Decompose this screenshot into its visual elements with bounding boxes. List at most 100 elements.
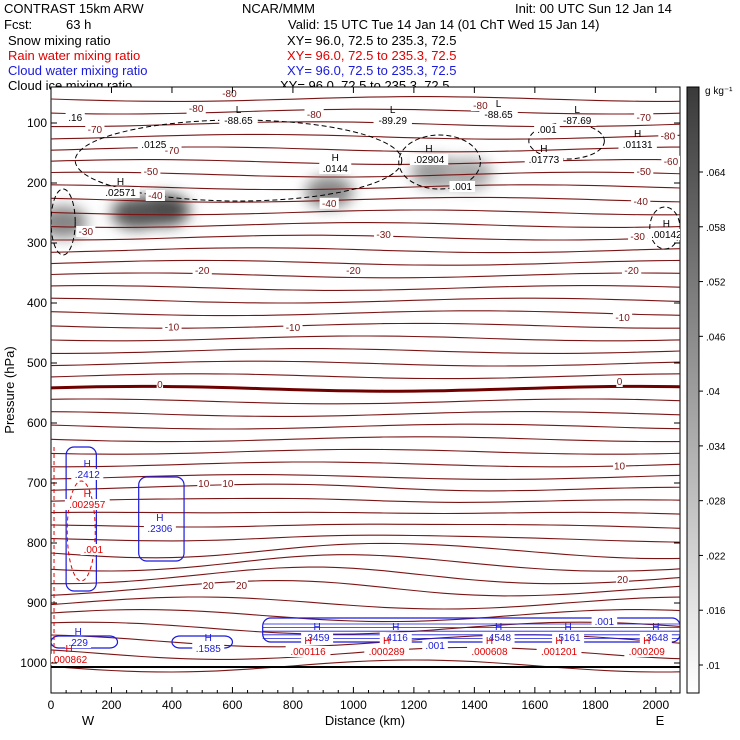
rain-label-bg: [536, 646, 582, 657]
temperature-label: 10: [198, 479, 210, 490]
x-tick-label: 1800: [582, 698, 609, 712]
isotherm-line: [51, 159, 680, 165]
temperature-label-bg: [221, 478, 235, 489]
cloud-water-contour: [262, 617, 680, 643]
cloud-ice-extremum-mark: L: [496, 99, 502, 110]
rain-label: .001: [84, 545, 104, 556]
cloud-water-label-bg: [552, 632, 585, 644]
temperature-label-bg: [374, 229, 394, 240]
y-tick-label: 400: [27, 296, 47, 310]
rain-label: .000209: [629, 647, 666, 658]
rain-extremum-mark: H: [304, 636, 311, 647]
temperature-label-bg: [162, 145, 182, 156]
field-cloud-water-xy: XY= 96.0, 72.5 to 235.3, 72.5: [287, 63, 457, 78]
cloud-water-extremum-mark: H: [652, 622, 659, 633]
cloud-ice-label-bg: [479, 109, 518, 120]
colorbar-tick-label: .028: [706, 497, 726, 508]
temperature-label: -80: [473, 101, 488, 112]
cloud-ice-extremum-mark: H: [540, 144, 547, 155]
cloud-ice-label-bg: [557, 115, 597, 126]
isotherm-line: [51, 222, 680, 228]
rain-label-bg: [64, 499, 110, 510]
isotherm-line: [51, 534, 680, 543]
snow-label-bg: [101, 187, 140, 198]
isotherm-line: [51, 96, 680, 102]
cloud-ice-label: .00142: [651, 230, 682, 241]
temperature-label-bg: [616, 376, 623, 387]
cloud-ice-label-bg: [65, 112, 85, 123]
temperature-label-bg: [186, 103, 206, 114]
cloud-ice-extremum-mark: H: [634, 129, 641, 140]
cloud-ice-extremum-mark: L: [574, 105, 580, 116]
cloud-ice-extremum-mark: H: [332, 153, 339, 164]
rain-extremum-mark: H: [555, 636, 562, 647]
temperature-label: -10: [165, 322, 180, 333]
cloud-ice-extremum-mark: L: [236, 105, 242, 116]
field-cloud-water-name: Cloud water mixing ratio: [8, 63, 147, 78]
isotherm-line: [51, 322, 680, 329]
cloud-ice-contour: [649, 206, 680, 250]
colorbar-tick-label: .04: [706, 387, 720, 398]
cloud-ice-label: .001: [453, 182, 473, 193]
temperature-label: -20: [624, 266, 639, 277]
isotherm-line: [51, 360, 680, 367]
isotherm-line: [51, 348, 680, 354]
field-rain-xy: XY= 96.0, 72.5 to 235.3, 72.5: [287, 48, 457, 63]
temperature-label: -70: [636, 113, 651, 124]
isotherm-line: [51, 423, 680, 430]
cloud-ice-contour: [51, 188, 76, 256]
cloud-ice-label-bg: [219, 115, 258, 126]
isotherm-line: [51, 184, 680, 191]
x-tick-label: 1000: [340, 698, 367, 712]
temperature-label-bg: [612, 311, 633, 323]
cloud-ice-label-bg: [647, 229, 680, 240]
isotherm-line: [51, 554, 680, 572]
isotherm-line: [51, 511, 680, 515]
cloud-water-label-bg: [639, 632, 672, 644]
temperature-label-bg: [613, 460, 626, 472]
y-tick-label: 200: [27, 176, 47, 190]
cloud-water-label: .2306: [147, 524, 172, 535]
model-title: CONTRAST 15km ARW: [4, 1, 144, 16]
isotherm-line: [51, 461, 680, 468]
temperature-label-bg: [470, 100, 491, 111]
cloud-water-label: .3459: [305, 633, 330, 644]
snow-shading: [51, 156, 493, 238]
cloud-ice-label: .001: [537, 125, 557, 136]
cloud-ice-label: -89.29: [379, 116, 408, 127]
cloud-ice-contour: [398, 134, 481, 190]
rain-label: .000608: [471, 647, 508, 658]
rain-label-bg: [51, 653, 92, 665]
temperature-label-bg: [85, 124, 105, 135]
cloud-water-label: .001: [425, 641, 445, 652]
cloud-water-label-bg: [65, 637, 92, 648]
field-snow-xy: XY= 96.0, 72.5 to 235.3, 72.5: [287, 33, 457, 48]
cloud-water-label: .001: [595, 617, 615, 628]
isotherm-line: [51, 436, 680, 443]
snow-label: .02571: [105, 188, 136, 199]
temperature-label: -30: [630, 232, 645, 243]
isotherm-line: [51, 247, 680, 254]
cloud-water-extremum-mark: H: [313, 622, 320, 633]
y-tick-label: 600: [27, 416, 47, 430]
cloud-water-label: .2412: [75, 470, 100, 481]
temperature-label: 20: [203, 581, 215, 592]
temperature-label: 10: [614, 462, 626, 473]
cloud-ice-extremum-mark: H: [663, 219, 670, 230]
cloud-water-label: .4116: [384, 633, 409, 644]
cloud-water-label-bg: [192, 643, 225, 654]
rain-extremum-mark: H: [383, 636, 390, 647]
cloud-water-label-bg: [301, 632, 334, 644]
temperature-label-bg: [661, 155, 680, 167]
cloud-water-label-bg: [591, 616, 618, 627]
temperature-label: 0: [617, 377, 623, 388]
rain-extremum-mark: H: [66, 644, 73, 655]
cloud-water-contour: [65, 446, 97, 592]
temperature-label-bg: [192, 265, 212, 276]
colorbar-tick-label: .046: [706, 332, 726, 343]
rain-label-bg: [467, 646, 512, 657]
rain-contour: [66, 480, 96, 582]
cloud-water-label: .229: [68, 638, 88, 649]
isotherm-line: [51, 448, 680, 455]
